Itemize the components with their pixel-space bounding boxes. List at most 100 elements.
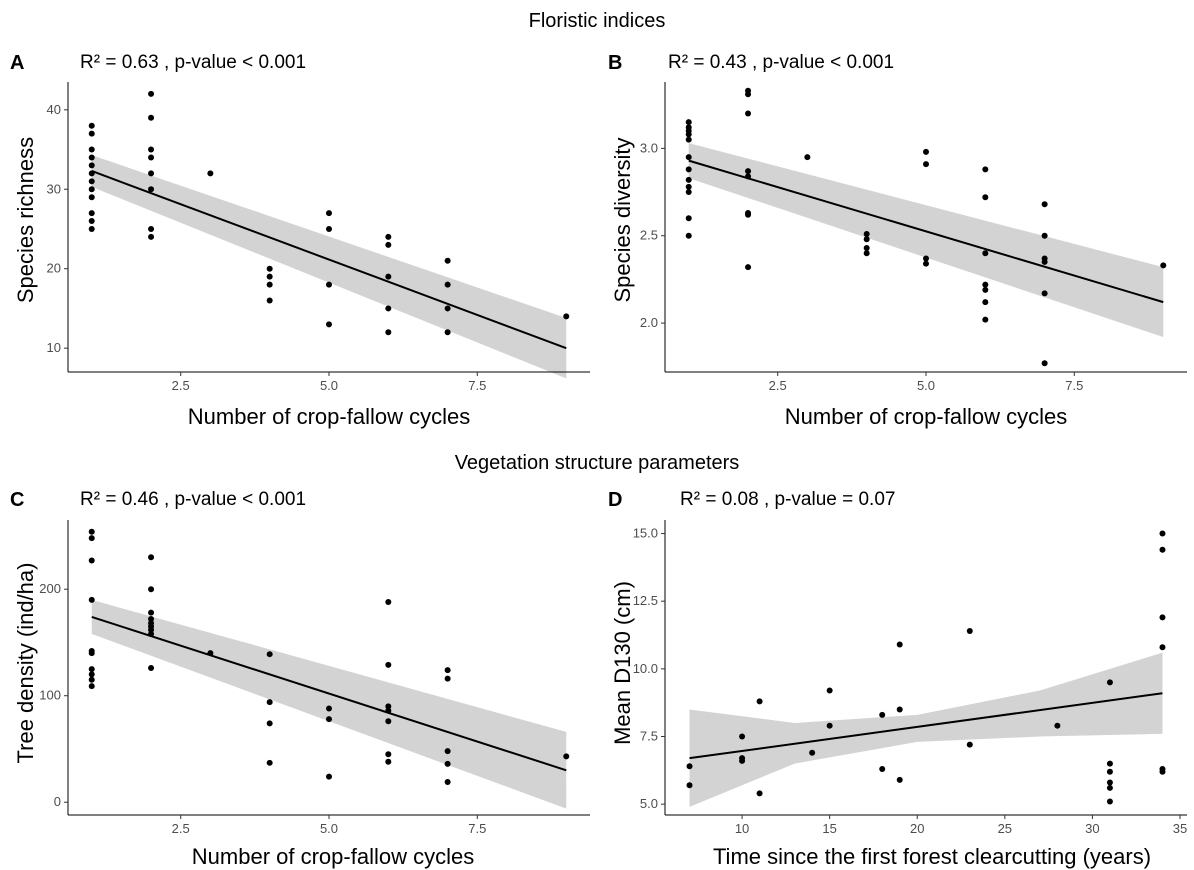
data-point [148, 146, 155, 153]
x-tick-label: 7.5 [1065, 378, 1083, 393]
data-point [88, 186, 95, 193]
panel-letter: C [10, 489, 24, 511]
data-point [1041, 201, 1048, 208]
y-tick-label: 10 [47, 340, 61, 355]
data-point [266, 699, 273, 706]
data-point [739, 757, 746, 764]
data-point [685, 136, 692, 143]
data-point [1041, 232, 1048, 239]
stats-annotation: R² = 0.08 , p-value = 0.07 [680, 489, 895, 510]
data-point [1041, 360, 1048, 367]
regression-line [688, 159, 1164, 304]
regression-line [91, 170, 567, 350]
data-point [685, 119, 692, 126]
y-axis-title: Species diversity [610, 137, 635, 302]
data-point [148, 630, 155, 637]
data-point [896, 706, 903, 713]
y-tick-label: 10.0 [633, 661, 658, 676]
data-point [88, 194, 95, 201]
data-point [745, 264, 752, 271]
data-point [745, 110, 752, 117]
data-point [266, 273, 273, 280]
data-point [266, 281, 273, 288]
stats-annotation: R² = 0.63 , p-value < 0.001 [80, 52, 306, 73]
data-point [1106, 679, 1113, 686]
data-point [385, 758, 392, 765]
regression-line [689, 692, 1163, 760]
data-point [385, 599, 392, 606]
y-axis-title: Mean D130 (cm) [610, 581, 635, 745]
x-axis-title: Number of crop-fallow cycles [188, 404, 470, 429]
data-point [385, 233, 392, 240]
data-point [148, 626, 155, 633]
panel-c: C R² = 0.46 , p-value < 0.001 Number of … [10, 489, 590, 869]
y-tick-label: 2.5 [640, 228, 658, 243]
data-point [148, 665, 155, 672]
y-tick-label: 7.5 [640, 729, 658, 744]
x-tick-label: 35 [1173, 821, 1187, 836]
data-point [148, 154, 155, 161]
data-point [896, 641, 903, 648]
data-point [444, 675, 451, 682]
data-point [326, 225, 332, 232]
data-point [148, 186, 155, 193]
data-point [444, 760, 451, 767]
data-point [863, 236, 870, 243]
data-point [207, 170, 214, 177]
data-point [326, 281, 332, 288]
data-point [685, 232, 692, 239]
x-tick-label: 7.5 [468, 378, 486, 393]
y-tick-label: 30 [47, 181, 61, 196]
data-point [1159, 546, 1166, 553]
data-point [745, 173, 752, 180]
data-point [863, 250, 870, 257]
data-point [326, 705, 332, 712]
data-point [1159, 768, 1166, 775]
data-point [326, 773, 332, 780]
data-point [756, 698, 763, 705]
data-point [385, 273, 392, 280]
data-point [88, 596, 95, 603]
data-point [385, 703, 392, 710]
data-point [982, 281, 989, 288]
data-point [1106, 760, 1113, 767]
y-axis-title: Species richness [13, 137, 38, 303]
x-axis-title: Time since the first forest clearcutting… [713, 844, 1151, 869]
data-point [88, 535, 95, 542]
x-tick-label: 5.0 [320, 378, 338, 393]
data-point [563, 313, 570, 320]
panel-letter: B [608, 52, 622, 74]
data-point [982, 194, 989, 201]
data-point [745, 168, 752, 175]
data-point [326, 210, 332, 217]
data-point [148, 233, 155, 240]
data-point [266, 759, 273, 766]
y-tick-label: 20 [47, 261, 61, 276]
data-point [148, 554, 155, 561]
x-tick-label: 25 [998, 821, 1012, 836]
data-point [88, 225, 95, 232]
regression-line [91, 615, 567, 772]
data-point [745, 211, 752, 218]
panel-a: A R² = 0.63 , p-value < 0.001 Number of … [10, 52, 590, 429]
data-point [685, 183, 692, 190]
data-point [563, 753, 570, 760]
data-point [385, 751, 392, 758]
confidence-band [688, 143, 1164, 338]
data-point [444, 778, 451, 785]
data-point [385, 305, 392, 312]
data-point [88, 170, 95, 177]
data-point [444, 281, 451, 288]
x-tick-label: 2.5 [172, 821, 190, 836]
data-point [879, 711, 886, 718]
data-point [809, 749, 816, 756]
data-point [88, 528, 95, 535]
data-point [1106, 798, 1113, 805]
data-point [745, 91, 752, 98]
panel-d: D R² = 0.08 , p-value = 0.07 Time since … [608, 489, 1187, 869]
data-point [923, 161, 929, 168]
data-point [1160, 262, 1167, 269]
data-point [863, 244, 870, 251]
data-point [756, 790, 763, 797]
y-tick-label: 0 [54, 794, 61, 809]
